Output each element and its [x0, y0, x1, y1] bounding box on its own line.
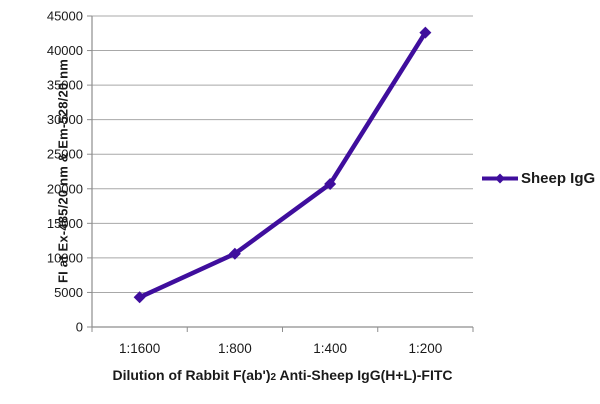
x-axis-title-subscript: 2 — [270, 372, 277, 383]
x-tick-label: 1:200 — [408, 341, 442, 356]
data-point-marker — [324, 177, 337, 190]
x-axis-title-text-2: Anti-Sheep IgG(H+L)-FITC — [276, 367, 453, 383]
x-axis-title-text: Dilution of Rabbit F(ab') — [112, 367, 271, 383]
y-axis-title: FI at Ex-485/20 nm & Em-528/20 nm — [55, 58, 71, 284]
y-tick-label: 10000 — [47, 250, 83, 265]
y-tick-label: 20000 — [47, 181, 83, 196]
x-tick-label: 1:800 — [218, 341, 252, 356]
data-point-marker — [133, 291, 146, 304]
y-tick-label: 25000 — [47, 147, 83, 162]
y-tick-label: 0 — [76, 320, 83, 335]
legend-series-marker-icon — [482, 173, 518, 183]
x-tick-label: 1:1600 — [119, 341, 160, 356]
legend-label: Sheep IgG — [521, 169, 596, 187]
legend: Sheep IgG — [482, 169, 596, 187]
y-tick-label: 35000 — [47, 78, 83, 93]
x-axis-title: Dilution of Rabbit F(ab')2 Anti-Sheep Ig… — [92, 367, 473, 383]
data-point-marker — [228, 247, 241, 260]
y-tick-label: 15000 — [47, 216, 83, 231]
y-tick-label: 40000 — [47, 43, 83, 58]
legend-diamond — [495, 173, 505, 183]
data-point-marker — [419, 26, 432, 39]
y-tick-label: 30000 — [47, 112, 83, 127]
y-tick-label: 45000 — [47, 9, 83, 24]
series-line — [137, 30, 428, 300]
y-tick-label: 5000 — [54, 285, 83, 300]
x-tick-label: 1:400 — [313, 341, 347, 356]
